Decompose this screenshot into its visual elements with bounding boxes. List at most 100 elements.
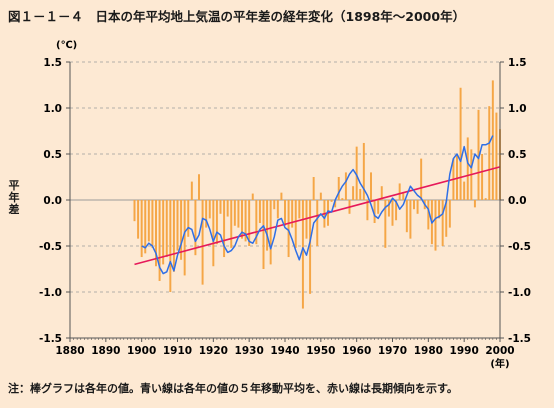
y-tick-label-right: 0.5 (508, 149, 527, 161)
bar-1908 (169, 200, 172, 292)
bar-1989 (459, 87, 462, 200)
bar-1940 (284, 200, 286, 226)
bar-1965 (373, 200, 376, 223)
y-tick-label-right: 1.5 (508, 57, 527, 69)
y-tick-label-right: 1.0 (508, 103, 527, 115)
bar-1994 (477, 109, 480, 200)
bar-1921 (215, 200, 218, 245)
bar-1937 (273, 200, 276, 210)
x-tick-label: 1920 (199, 345, 228, 357)
bar-1923 (223, 200, 226, 258)
y-tick-label-left: -1.0 (39, 287, 62, 299)
series-lines (134, 135, 501, 275)
bar-1936 (269, 200, 272, 265)
figure-title: 図１－１－４ 日本の年平均地上気温の平年差の経年変化（1898年～2000年） (8, 9, 466, 24)
x-tick-label: 1900 (127, 345, 156, 357)
x-tick-label: 1980 (414, 345, 443, 357)
bar-1929 (244, 200, 247, 242)
y-tick-label-right: -0.5 (508, 241, 531, 253)
bar-1995 (481, 154, 484, 200)
footnote: 注：棒グラフは各年の値。青い線は各年の値の５年移動平均を、赤い線は長期傾向を示す… (8, 382, 458, 395)
bar-1939 (280, 192, 283, 200)
bar-1990 (463, 181, 466, 200)
bar-1917 (201, 200, 204, 285)
bar-1984 (441, 200, 444, 246)
bar-1941 (287, 200, 290, 258)
bar-1956 (341, 198, 344, 200)
x-unit: (年) (490, 357, 509, 370)
bar-1955 (337, 177, 340, 200)
y-tick-label-left: 1.0 (43, 103, 62, 115)
bar-1938 (276, 200, 279, 219)
axes: 1.5 1.5 1.0 1.0 0.5 0.5 0.0 0.0 -0.5 -0.5 -1.0 -1.0… (39, 57, 531, 357)
bar-1974 (405, 200, 408, 233)
x-tick-label: 1890 (91, 345, 120, 357)
x-tick-label: 1880 (55, 345, 84, 357)
bar-1918 (205, 200, 208, 228)
bar-1985 (445, 200, 448, 237)
bar-1982 (434, 200, 437, 251)
y-tick-label-right: 0.0 (508, 195, 527, 207)
bar-1900 (140, 200, 143, 258)
bar-1976 (413, 200, 415, 210)
bar-1953 (330, 200, 333, 202)
bar-1967 (380, 186, 383, 200)
bar-1968 (384, 200, 387, 248)
bar-1963 (366, 200, 369, 221)
x-tick-label: 1950 (306, 345, 335, 357)
bar-1961 (359, 188, 362, 200)
bar-1991 (466, 137, 469, 200)
bar-1964 (370, 172, 372, 200)
x-tick-label: 1990 (450, 345, 479, 357)
bar-1910 (176, 200, 179, 251)
bar-1977 (416, 200, 419, 214)
bar-1920 (212, 200, 215, 267)
bar-1922 (219, 200, 222, 214)
bar-1943 (294, 200, 297, 248)
x-tick-label: 1970 (378, 345, 407, 357)
bar-1993 (473, 200, 476, 208)
bar-1924 (226, 200, 229, 217)
bar-1948 (312, 177, 315, 200)
x-tick-label: 1940 (270, 345, 299, 357)
bar-1996 (484, 198, 487, 200)
y-tick-label-right: -1.5 (508, 333, 531, 345)
bar-1933 (258, 200, 261, 223)
bar-1931 (251, 193, 254, 200)
bar-1930 (248, 200, 251, 246)
bar-1954 (334, 200, 337, 208)
bar-1973 (402, 192, 405, 200)
y-tick-label-left: 1.5 (43, 57, 62, 69)
bar-1957 (344, 172, 347, 200)
bar-1914 (190, 181, 193, 200)
trend-line (134, 166, 501, 266)
bar-1926 (233, 200, 236, 226)
bar-1932 (255, 200, 258, 245)
x-tick-label: 1960 (342, 345, 371, 357)
bar-1907 (165, 200, 168, 258)
bar-1915 (194, 200, 197, 256)
moving-average-line (141, 135, 494, 275)
bar-1945 (301, 200, 304, 309)
bar-1904 (155, 200, 157, 267)
bar-1901 (144, 200, 147, 254)
bar-1997 (488, 106, 491, 200)
bar-1942 (291, 200, 294, 228)
bar-1959 (352, 186, 355, 200)
y-tick-label-left: -1.5 (39, 333, 62, 345)
bar-1911 (180, 200, 183, 260)
bar-1998 (491, 80, 494, 200)
bar-1898 (133, 200, 136, 222)
bar-1980 (427, 200, 430, 230)
bar-1906 (162, 200, 165, 265)
x-tick-label: 1930 (235, 345, 264, 357)
bar-1970 (391, 200, 394, 226)
x-tick-label: 1910 (163, 345, 192, 357)
bar-1972 (398, 183, 401, 200)
bar-1905 (158, 200, 161, 281)
bar-1909 (172, 200, 175, 272)
bar-1971 (395, 200, 398, 221)
bar-1962 (362, 142, 365, 200)
bar-1935 (266, 200, 269, 251)
